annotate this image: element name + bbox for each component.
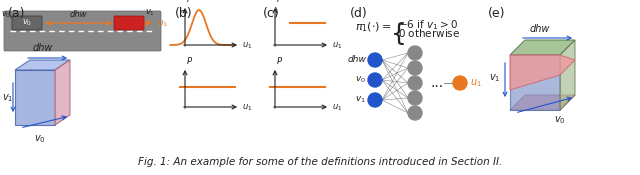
- Text: Fig. 1: An example for some of the definitions introduced in Section II.: Fig. 1: An example for some of the defin…: [138, 157, 502, 167]
- Text: $v_0$: $v_0$: [34, 133, 46, 145]
- Circle shape: [408, 91, 422, 105]
- Text: $u_1$: $u_1$: [332, 41, 342, 51]
- Text: $u_1$: $u_1$: [470, 77, 482, 89]
- Polygon shape: [560, 40, 575, 110]
- Text: $0$ otherwise: $0$ otherwise: [398, 27, 460, 39]
- Text: $u_1$: $u_1$: [242, 103, 252, 113]
- Text: $v_0$: $v_0$: [22, 18, 32, 28]
- Circle shape: [368, 93, 382, 107]
- Text: $v_0$: $v_0$: [355, 75, 366, 85]
- Text: $\pi_1(\cdot)=$: $\pi_1(\cdot)=$: [355, 20, 392, 34]
- FancyBboxPatch shape: [12, 16, 42, 30]
- Text: (a): (a): [8, 7, 26, 20]
- Text: P: P: [187, 57, 192, 66]
- Text: P: P: [277, 57, 282, 66]
- Text: (e): (e): [488, 7, 506, 20]
- Text: $-6$ if $v_1 > 0$: $-6$ if $v_1 > 0$: [398, 18, 458, 32]
- Polygon shape: [55, 60, 70, 125]
- Text: dhw: dhw: [530, 24, 550, 34]
- Text: (b): (b): [175, 7, 193, 20]
- Text: $u_1$: $u_1$: [242, 41, 252, 51]
- Text: dhw: dhw: [70, 10, 87, 19]
- Circle shape: [408, 76, 422, 90]
- Text: $\{$: $\{$: [390, 20, 404, 47]
- Polygon shape: [15, 70, 55, 125]
- Polygon shape: [510, 40, 575, 55]
- Text: $v_1$: $v_1$: [355, 95, 366, 105]
- Text: $v_0$: $v_0$: [554, 114, 566, 126]
- Polygon shape: [510, 95, 575, 110]
- Text: P: P: [277, 0, 282, 4]
- Text: $u_1$: $u_1$: [157, 19, 168, 29]
- Text: dhw: dhw: [33, 43, 53, 53]
- Circle shape: [368, 73, 382, 87]
- Text: dhw: dhw: [347, 55, 366, 65]
- Text: ...: ...: [431, 76, 444, 90]
- Circle shape: [453, 76, 467, 90]
- Text: $u_1$: $u_1$: [332, 103, 342, 113]
- FancyBboxPatch shape: [114, 16, 144, 30]
- Text: $v_1$: $v_1$: [2, 92, 13, 104]
- Circle shape: [408, 46, 422, 60]
- Text: (d): (d): [350, 7, 368, 20]
- Polygon shape: [510, 55, 575, 90]
- FancyBboxPatch shape: [4, 11, 161, 51]
- Polygon shape: [15, 60, 70, 70]
- Text: $v_1$: $v_1$: [145, 7, 155, 18]
- Text: P: P: [187, 0, 192, 4]
- Circle shape: [408, 61, 422, 75]
- Circle shape: [408, 106, 422, 120]
- Circle shape: [368, 53, 382, 67]
- Text: (c): (c): [263, 7, 280, 20]
- Polygon shape: [510, 55, 560, 110]
- Text: $v_0$: $v_0$: [1, 9, 11, 19]
- Text: $v_1$: $v_1$: [488, 72, 500, 84]
